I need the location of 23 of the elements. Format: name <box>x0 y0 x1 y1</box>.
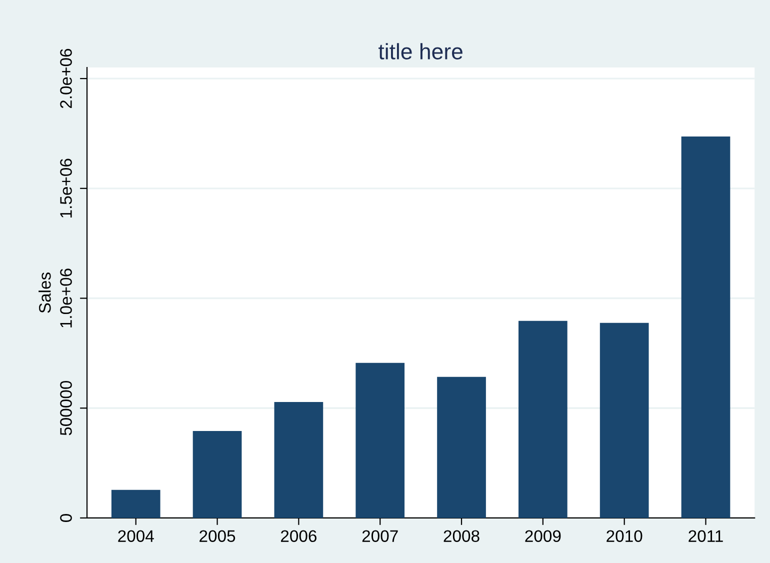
bar <box>274 402 324 518</box>
x-tick-label: 2004 <box>118 530 154 542</box>
bar <box>681 136 730 518</box>
x-tick-label: 2010 <box>606 530 642 542</box>
y-tick-label: 500000 <box>60 380 72 436</box>
bar <box>111 490 160 518</box>
x-tick-label: 2007 <box>362 530 398 542</box>
x-tick-label: 2005 <box>200 530 236 542</box>
x-tick-label: 2006 <box>280 530 316 542</box>
x-tick-label: 2009 <box>525 530 561 542</box>
bar <box>356 362 405 518</box>
x-tick-label: 2008 <box>444 530 480 542</box>
x-tick-label: 2011 <box>688 530 723 542</box>
y-tick-label: 1.5e+06 <box>60 158 72 218</box>
y-tick-label: 0 <box>60 514 72 522</box>
chart-title: title here <box>378 43 462 60</box>
bar <box>518 320 568 518</box>
bar <box>437 376 486 518</box>
y-axis-title: Sales <box>38 272 51 313</box>
bar <box>192 430 242 518</box>
y-tick-label: 1.0e+06 <box>60 268 72 328</box>
y-tick-label: 2.0e+06 <box>60 48 72 108</box>
bar <box>600 322 649 518</box>
